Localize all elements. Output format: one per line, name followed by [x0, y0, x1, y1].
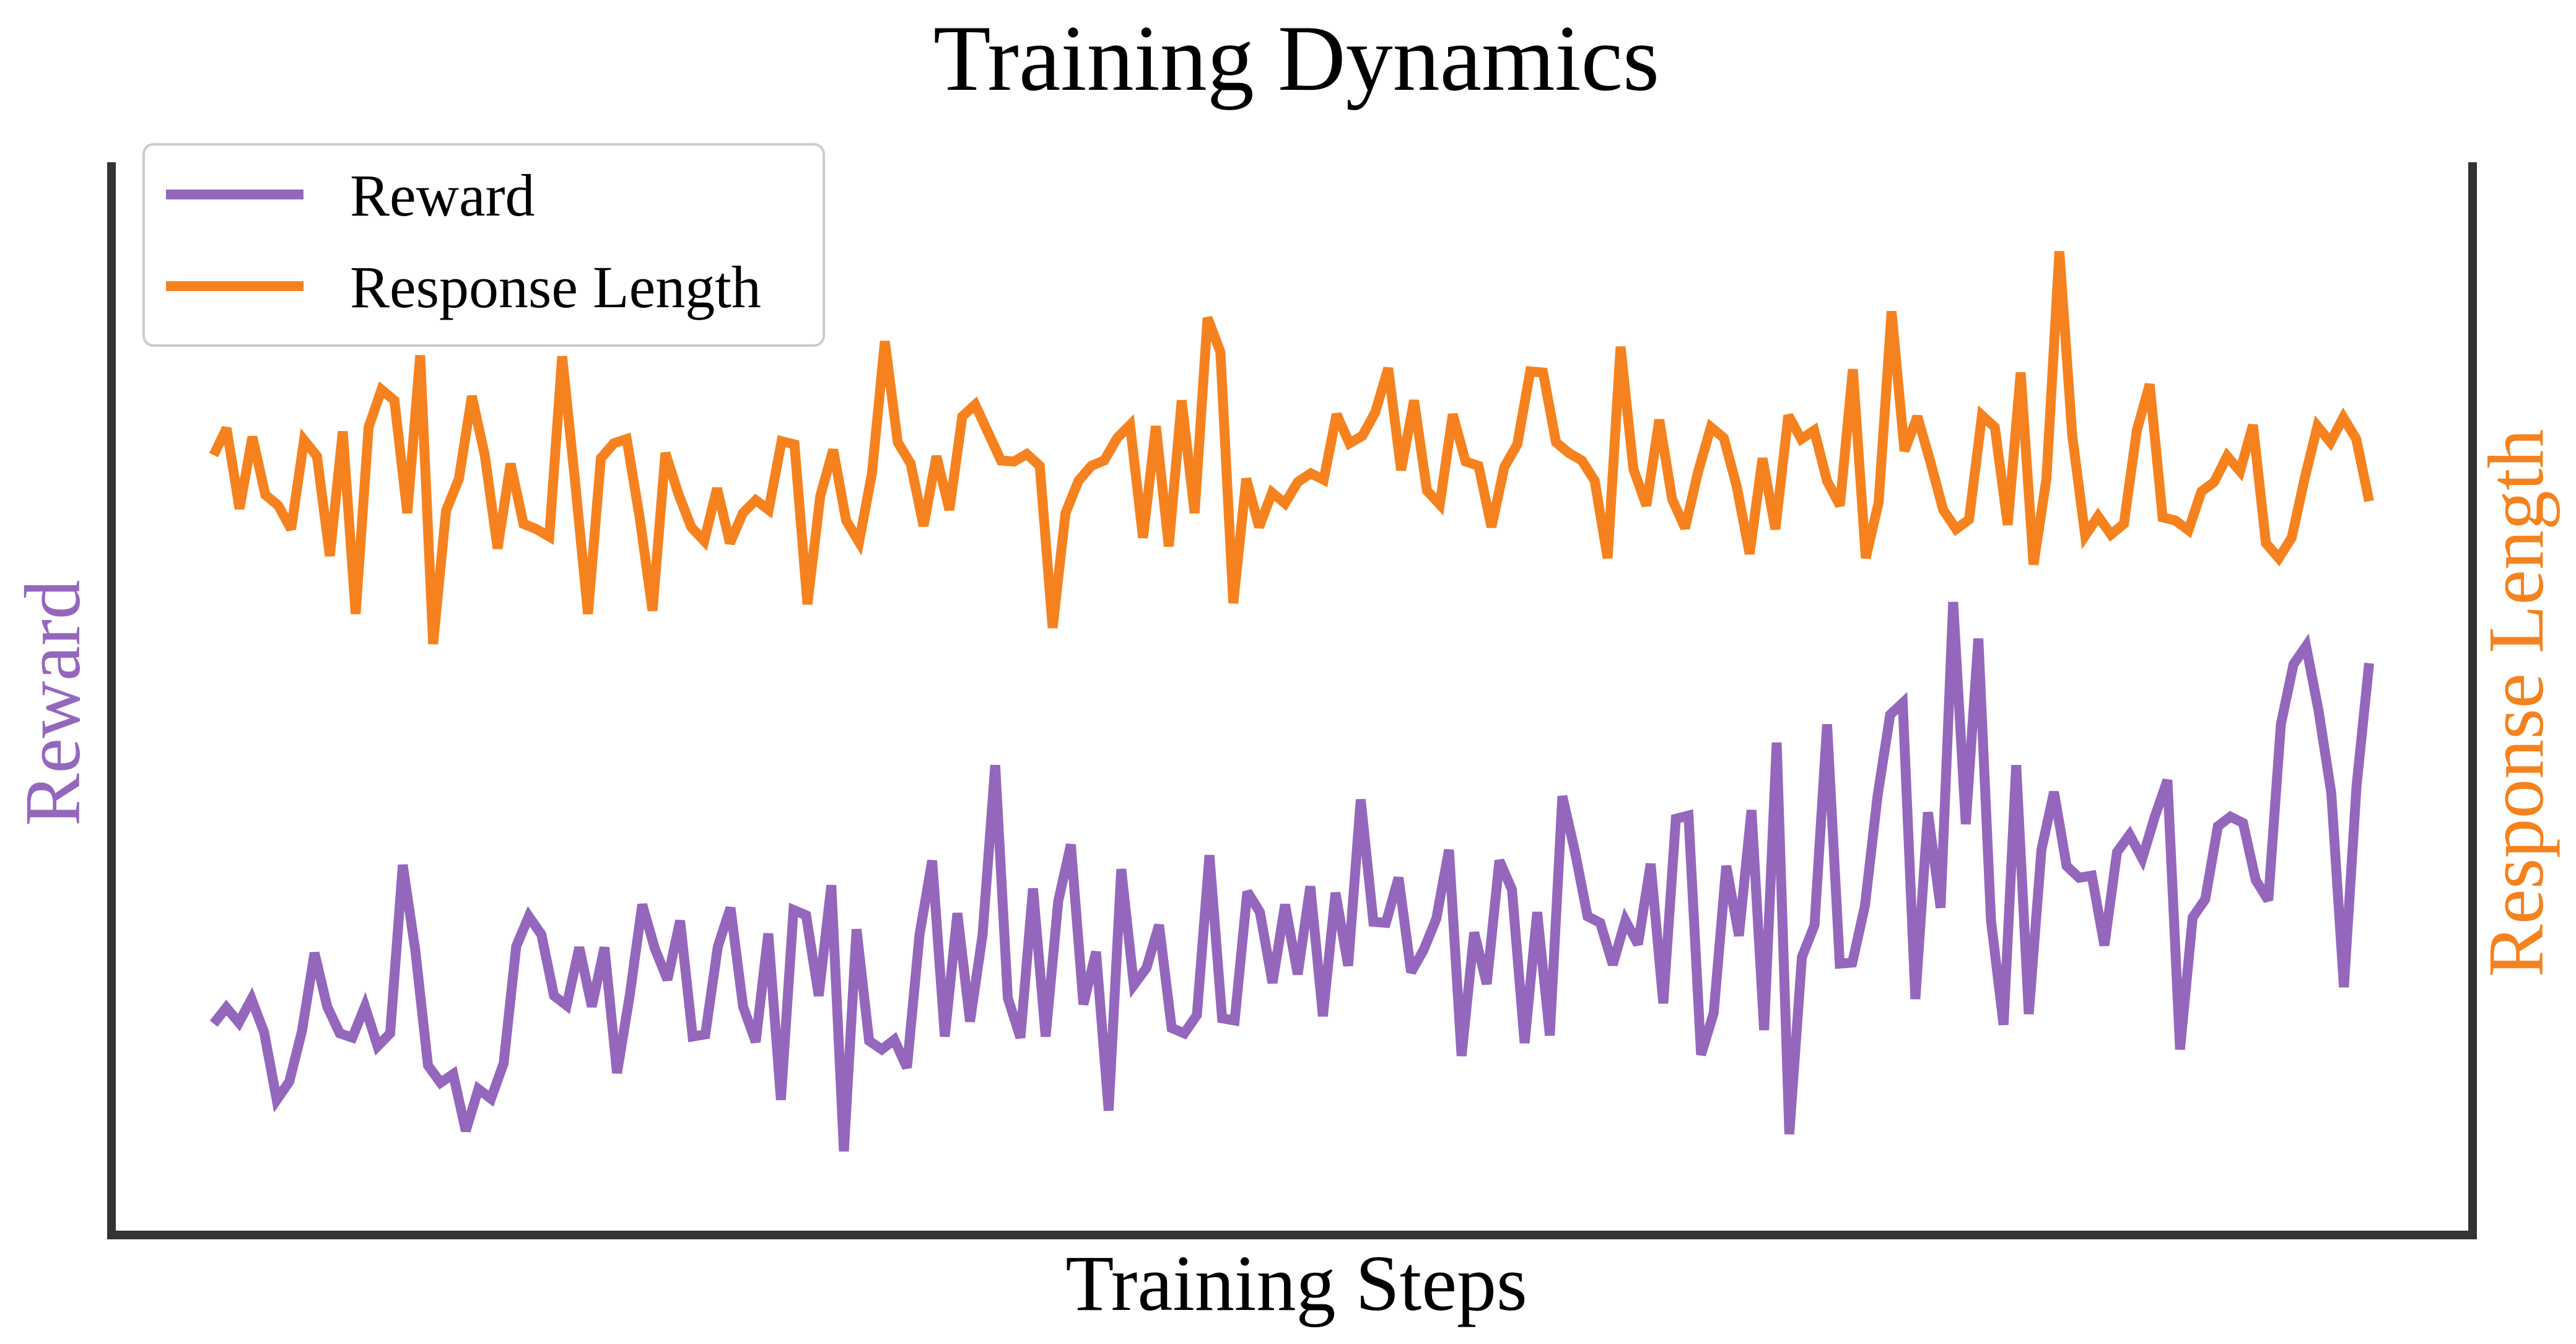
legend: Reward Response Length — [142, 143, 825, 347]
legend-label-response-length: Response Length — [350, 254, 761, 320]
y-axis-label-right: Response Length — [2472, 429, 2560, 977]
x-axis-label: Training Steps — [1065, 1239, 1527, 1327]
y-axis-label-left: Reward — [9, 580, 97, 826]
series-line-reward — [209, 601, 2374, 1152]
chart-title: Training Dynamics — [933, 6, 1659, 110]
legend-frame — [142, 143, 825, 347]
series-line-response-length — [209, 251, 2374, 645]
series-layer — [209, 251, 2374, 1152]
legend-label-reward: Reward — [350, 162, 535, 229]
